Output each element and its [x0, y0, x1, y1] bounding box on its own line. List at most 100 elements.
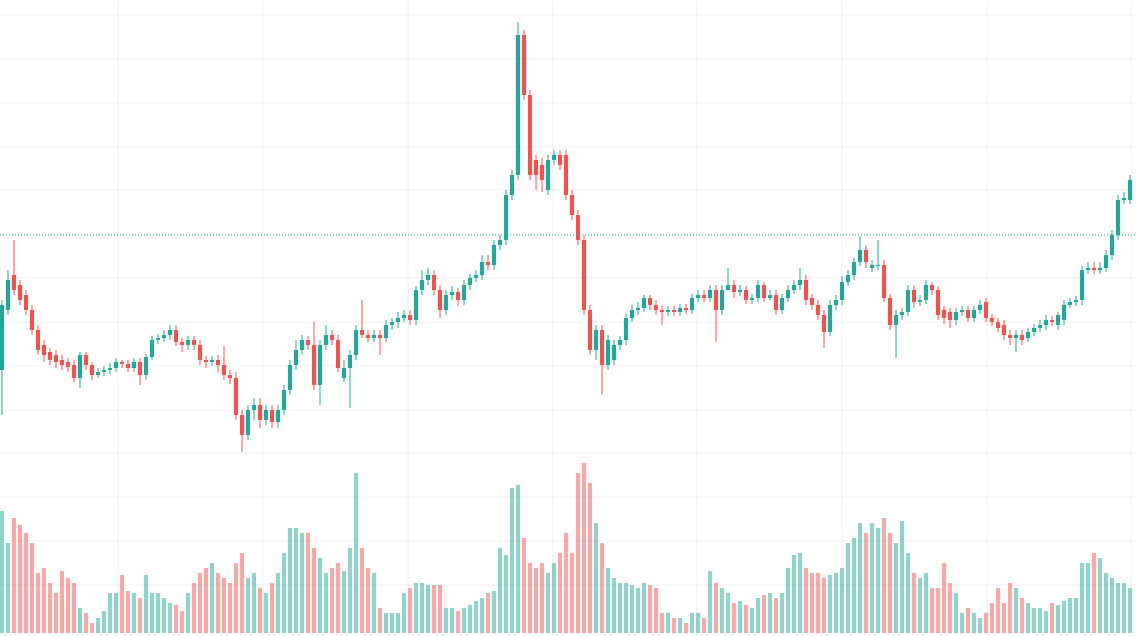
volume-bar	[77, 608, 83, 633]
candle-body	[263, 410, 269, 420]
volume-bar	[203, 568, 209, 633]
candle-body	[527, 95, 533, 175]
volume-bar	[929, 588, 935, 633]
candle-body	[1037, 325, 1043, 328]
volume-bar	[797, 553, 803, 633]
candle-body	[29, 310, 35, 330]
volume-bar	[701, 618, 707, 633]
candle-body	[113, 362, 119, 368]
volume-bar	[1073, 598, 1079, 633]
volume-bar	[1079, 563, 1085, 633]
volume-bar	[1031, 608, 1037, 633]
volume-bar	[143, 575, 149, 633]
volume-bar	[473, 601, 479, 633]
volume-bar	[221, 578, 227, 633]
volume-bar	[437, 585, 443, 633]
candle-body	[875, 265, 881, 266]
volume-bar	[779, 593, 785, 633]
volume-bar	[551, 563, 557, 633]
volume-bar	[293, 528, 299, 633]
volume-bar	[1115, 583, 1121, 633]
candle-body	[755, 285, 761, 298]
volume-bar	[245, 578, 251, 633]
volume-bar	[23, 533, 29, 633]
volume-bar	[587, 483, 593, 633]
candle-body	[1031, 328, 1037, 332]
candle-body	[1109, 235, 1115, 255]
candle-body	[653, 305, 659, 310]
volume-bar	[17, 525, 23, 633]
candle-body	[149, 340, 155, 357]
volume-bar	[899, 521, 905, 633]
volume-bar	[917, 578, 923, 633]
volume-bar	[131, 593, 137, 633]
volume-bar	[83, 613, 89, 633]
candle-body	[605, 340, 611, 365]
candle-body	[593, 330, 599, 350]
volume-bar	[413, 583, 419, 633]
volume-bar	[743, 605, 749, 633]
candle-body	[251, 405, 257, 410]
volume-bar	[635, 588, 641, 633]
candle-body	[1091, 268, 1097, 270]
candle-body	[617, 340, 623, 345]
candle-body	[599, 330, 605, 365]
volume-bar	[881, 518, 887, 633]
candle-body	[671, 310, 677, 312]
volume-bar	[767, 593, 773, 633]
candle-body	[167, 330, 173, 335]
volume-bar	[431, 585, 437, 633]
volume-bar	[665, 613, 671, 633]
volume-bar	[419, 583, 425, 633]
candle-body	[707, 290, 713, 298]
volume-bar	[605, 568, 611, 633]
volume-bar	[377, 608, 383, 633]
volume-bar	[869, 523, 875, 633]
candle-body	[293, 350, 299, 365]
volume-bar	[191, 583, 197, 633]
candle-body	[59, 360, 65, 365]
candle-body	[389, 322, 395, 325]
candle-body	[899, 312, 905, 315]
candle-body	[953, 312, 959, 320]
candle-body	[767, 295, 773, 298]
candle-body	[641, 298, 647, 308]
candle-body	[569, 195, 575, 215]
candle-body	[749, 298, 755, 300]
volume-bar	[803, 568, 809, 633]
candle-body	[467, 278, 473, 285]
candle-body	[479, 262, 485, 275]
volume-bar	[125, 591, 131, 633]
candle-body	[215, 360, 221, 365]
volume-bar	[485, 593, 491, 633]
candle-body	[407, 315, 413, 320]
candle-body	[23, 295, 29, 310]
candle-body	[1067, 302, 1073, 305]
candle-body	[977, 305, 983, 310]
candle-body	[245, 410, 251, 435]
candle-body	[437, 290, 443, 310]
volume-bar	[47, 583, 53, 633]
volume-bar	[455, 611, 461, 633]
volume-bar	[689, 613, 695, 633]
candle-body	[503, 195, 509, 240]
candle-body	[737, 290, 743, 292]
volume-bar	[827, 575, 833, 633]
volume-bar	[107, 593, 113, 633]
volume-bar	[683, 623, 689, 633]
candle-body	[53, 355, 59, 362]
candle-body	[443, 295, 449, 310]
volume-bar	[857, 523, 863, 633]
candle-body	[635, 308, 641, 310]
volume-bar	[671, 618, 677, 633]
candle-body	[629, 310, 635, 318]
candle-body	[191, 340, 197, 345]
candle-body	[539, 165, 545, 180]
candle-body	[1103, 255, 1109, 268]
candle-body	[743, 290, 749, 300]
volume-bar	[563, 533, 569, 633]
volume-bar	[995, 588, 1001, 633]
candle-body	[11, 275, 17, 290]
volume-bar	[569, 553, 575, 633]
volume-bar	[965, 608, 971, 633]
